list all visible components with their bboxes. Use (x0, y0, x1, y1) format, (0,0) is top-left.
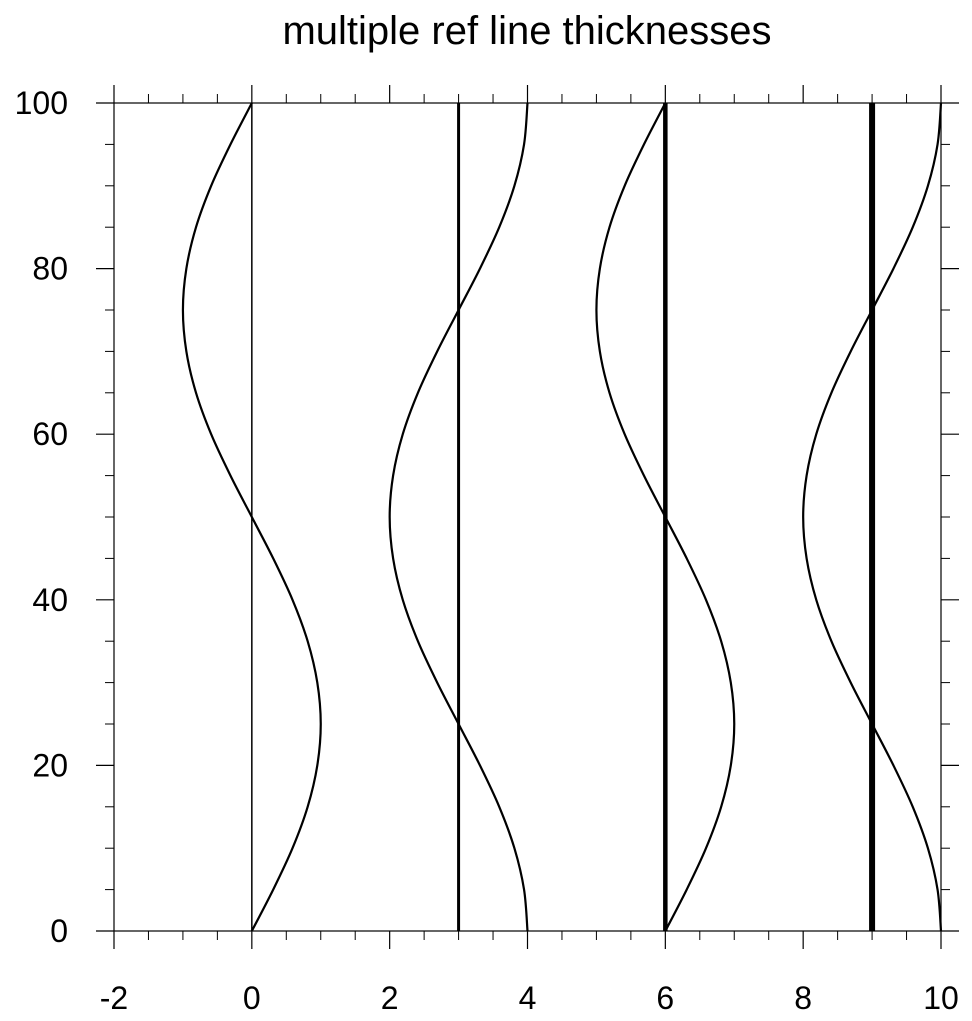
x-tick-label: 0 (243, 980, 261, 1016)
x-tick-label: 4 (519, 980, 537, 1016)
y-tick-label: 100 (15, 85, 68, 121)
plot-frame (113, 102, 942, 932)
y-tick-label: 0 (50, 913, 68, 949)
series-line-0 (181, 102, 322, 932)
x-tick-label: 6 (656, 980, 674, 1016)
plot-border (113, 102, 942, 932)
y-tick-label: 60 (32, 416, 68, 452)
x-tick-label: -2 (100, 980, 128, 1016)
axis-ticks (96, 85, 959, 949)
series-line-1 (388, 102, 529, 932)
x-tick-label: 10 (923, 980, 959, 1016)
series-line-3 (802, 102, 943, 932)
x-tick-label: 8 (794, 980, 812, 1016)
chart-title: multiple ref line thicknesses (282, 9, 771, 53)
y-tick-label: 20 (32, 747, 68, 783)
series-line-2 (595, 102, 736, 932)
y-tick-label: 80 (32, 251, 68, 287)
data-series (181, 102, 943, 932)
y-tick-label: 40 (32, 582, 68, 618)
x-tick-label: 2 (381, 980, 399, 1016)
reference-lines (251, 103, 876, 931)
